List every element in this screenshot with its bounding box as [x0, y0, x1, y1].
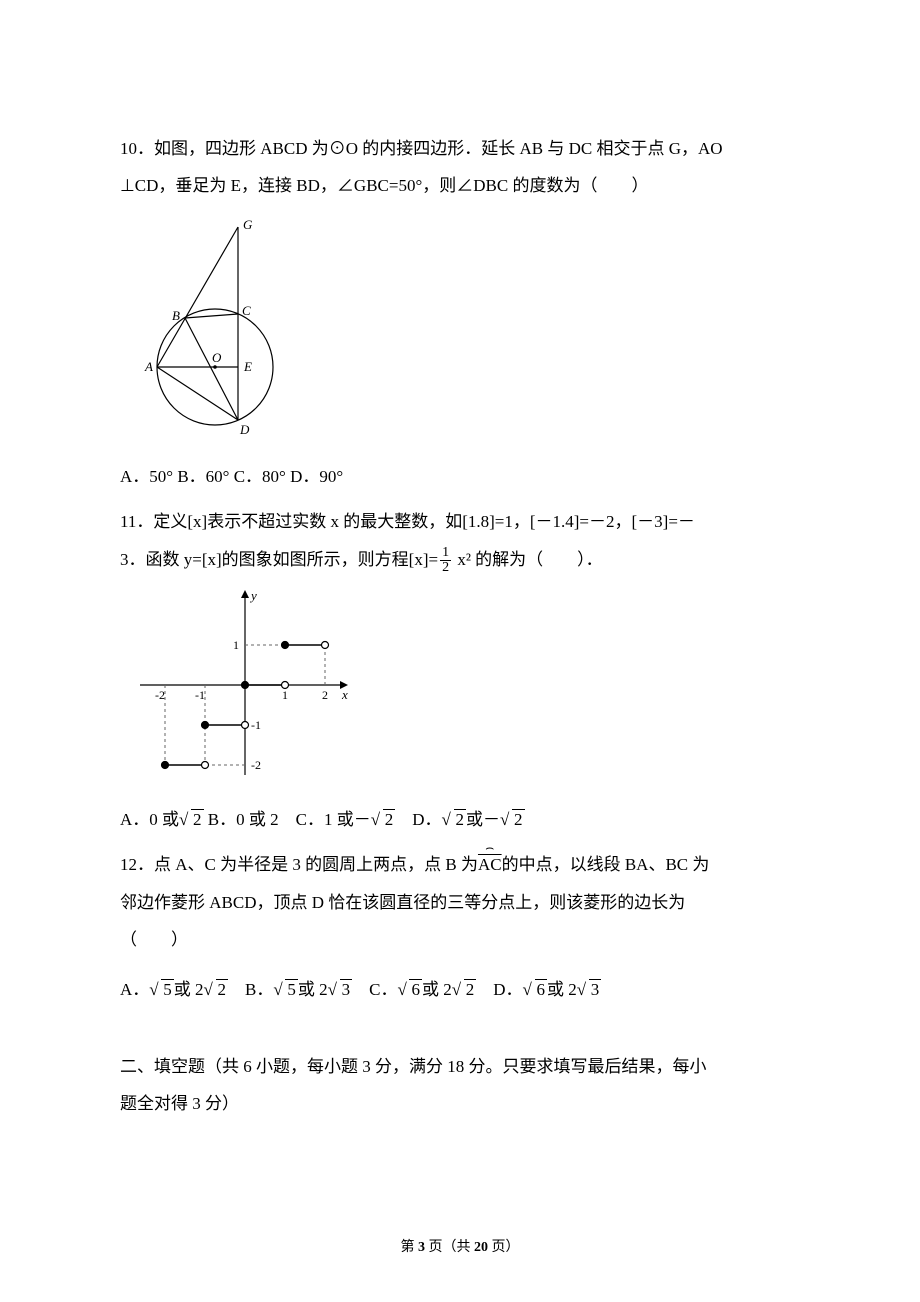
q10-line2: ⊥CD，垂足为 E，连接 BD，∠GBC=50°，则∠DBC 的度数为（ ）: [120, 167, 800, 204]
svg-text:-1: -1: [195, 688, 205, 702]
sqrt-icon: 5: [273, 971, 298, 1008]
q11-diagram: y x -2 -1 1 2 -2 -1 1: [140, 590, 800, 785]
sqrt-icon: 6: [523, 971, 548, 1008]
sqrt-icon: 2: [204, 971, 229, 1008]
sqrt-icon: 2: [371, 801, 396, 838]
sqrt-icon: 2: [442, 801, 467, 838]
svg-text:1: 1: [282, 688, 288, 702]
page-footer: 第 3 页（共 20 页）: [0, 1236, 920, 1256]
sqrt-icon: 2: [452, 971, 477, 1008]
svg-text:E: E: [243, 359, 252, 374]
svg-text:x: x: [341, 687, 348, 702]
q10-line1: 10．如图，四边形 ABCD 为⊙O 的内接四边形．延长 AB 与 DC 相交于…: [120, 130, 800, 167]
svg-text:-1: -1: [251, 718, 261, 732]
q11-line2: 3．函数 y=[x]的图象如图所示，则方程[x]=12 x² 的解为（ ）．: [120, 541, 800, 578]
svg-text:y: y: [249, 590, 257, 603]
svg-text:1: 1: [233, 638, 239, 652]
sqrt-icon: 3: [577, 971, 602, 1008]
sqrt-icon: 3: [328, 971, 353, 1008]
q10-diagram: A B C D G O E: [140, 217, 800, 442]
sqrt-icon: 5: [149, 971, 174, 1008]
q12: 12．点 A、C 为半径是 3 的圆周上两点，点 B 为AC的中点，以线段 BA…: [120, 846, 800, 958]
q12-line2: 邻边作菱形 ABCD，顶点 D 恰在该圆直径的三等分点上，则该菱形的边长为: [120, 884, 800, 921]
svg-text:D: D: [239, 422, 250, 437]
sqrt-icon: 2: [179, 801, 204, 838]
q12-line3: （ ）: [120, 921, 800, 958]
svg-text:-2: -2: [155, 688, 165, 702]
svg-text:G: G: [243, 217, 253, 232]
q11-options: A．0 或2 B．0 或 2 C．1 或－2 D．2或－2: [120, 801, 800, 838]
arc-AC: AC: [478, 846, 502, 883]
section-2-title: 二、填空题（共 6 小题，每小题 3 分，满分 18 分。只要求填写最后结果，每…: [120, 1048, 800, 1123]
svg-text:O: O: [212, 350, 222, 365]
svg-text:C: C: [242, 303, 251, 318]
sqrt-icon: 2: [500, 801, 525, 838]
q10-options: A．50° B．60° C．80° D．90°: [120, 458, 800, 495]
q12-line1: 12．点 A、C 为半径是 3 的圆周上两点，点 B 为AC的中点，以线段 BA…: [120, 846, 800, 883]
q11: 11．定义[x]表示不超过实数 x 的最大整数，如[1.8]=1，[－1.4]=…: [120, 503, 800, 578]
q10: 10．如图，四边形 ABCD 为⊙O 的内接四边形．延长 AB 与 DC 相交于…: [120, 130, 800, 205]
svg-text:-2: -2: [251, 758, 261, 772]
svg-text:2: 2: [322, 688, 328, 702]
q11-line1: 11．定义[x]表示不超过实数 x 的最大整数，如[1.8]=1，[－1.4]=…: [120, 503, 800, 540]
svg-text:B: B: [172, 308, 180, 323]
sqrt-icon: 6: [397, 971, 422, 1008]
fraction-half: 12: [440, 546, 451, 575]
svg-text:A: A: [144, 359, 153, 374]
q12-options: A．5或 22 B．5或 23 C．6或 22 D．6或 23: [120, 971, 800, 1008]
